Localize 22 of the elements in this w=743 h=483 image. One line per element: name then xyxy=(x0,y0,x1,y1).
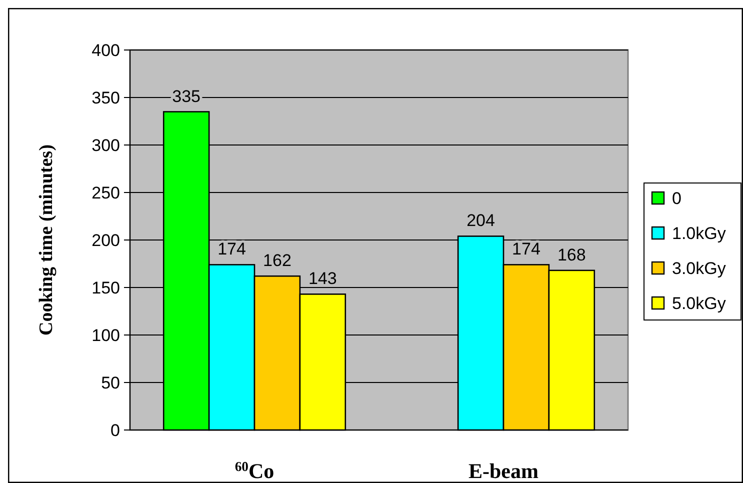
y-tick-label: 200 xyxy=(92,230,120,250)
data-label: 168 xyxy=(557,245,586,264)
y-tick-label: 100 xyxy=(92,326,120,345)
y-tick-label: 150 xyxy=(92,278,120,298)
y-tick-label: 350 xyxy=(92,88,120,108)
legend-label: 5.0kGy xyxy=(672,294,726,313)
y-tick-label: 300 xyxy=(92,136,120,155)
y-tick-label: 400 xyxy=(92,40,120,60)
y-tick-label: 0 xyxy=(110,420,120,440)
legend-label: 1.0kGy xyxy=(672,224,726,243)
data-label: 174 xyxy=(512,240,540,259)
data-label: 143 xyxy=(308,269,337,288)
data-label: 204 xyxy=(466,211,495,230)
x-tick-label: $^{60}$Co xyxy=(234,458,274,483)
legend-label: 3.0kGy xyxy=(672,258,726,278)
data-label: 174 xyxy=(218,240,246,259)
y-tick-label: 50 xyxy=(101,373,120,392)
y-tick-label: 250 xyxy=(92,183,120,202)
y-axis-title: Cooking time (minutes) xyxy=(36,144,57,336)
x-tick-label: E-beam xyxy=(468,459,539,483)
data-label: 162 xyxy=(263,251,292,270)
legend-label: 0 xyxy=(672,188,682,208)
